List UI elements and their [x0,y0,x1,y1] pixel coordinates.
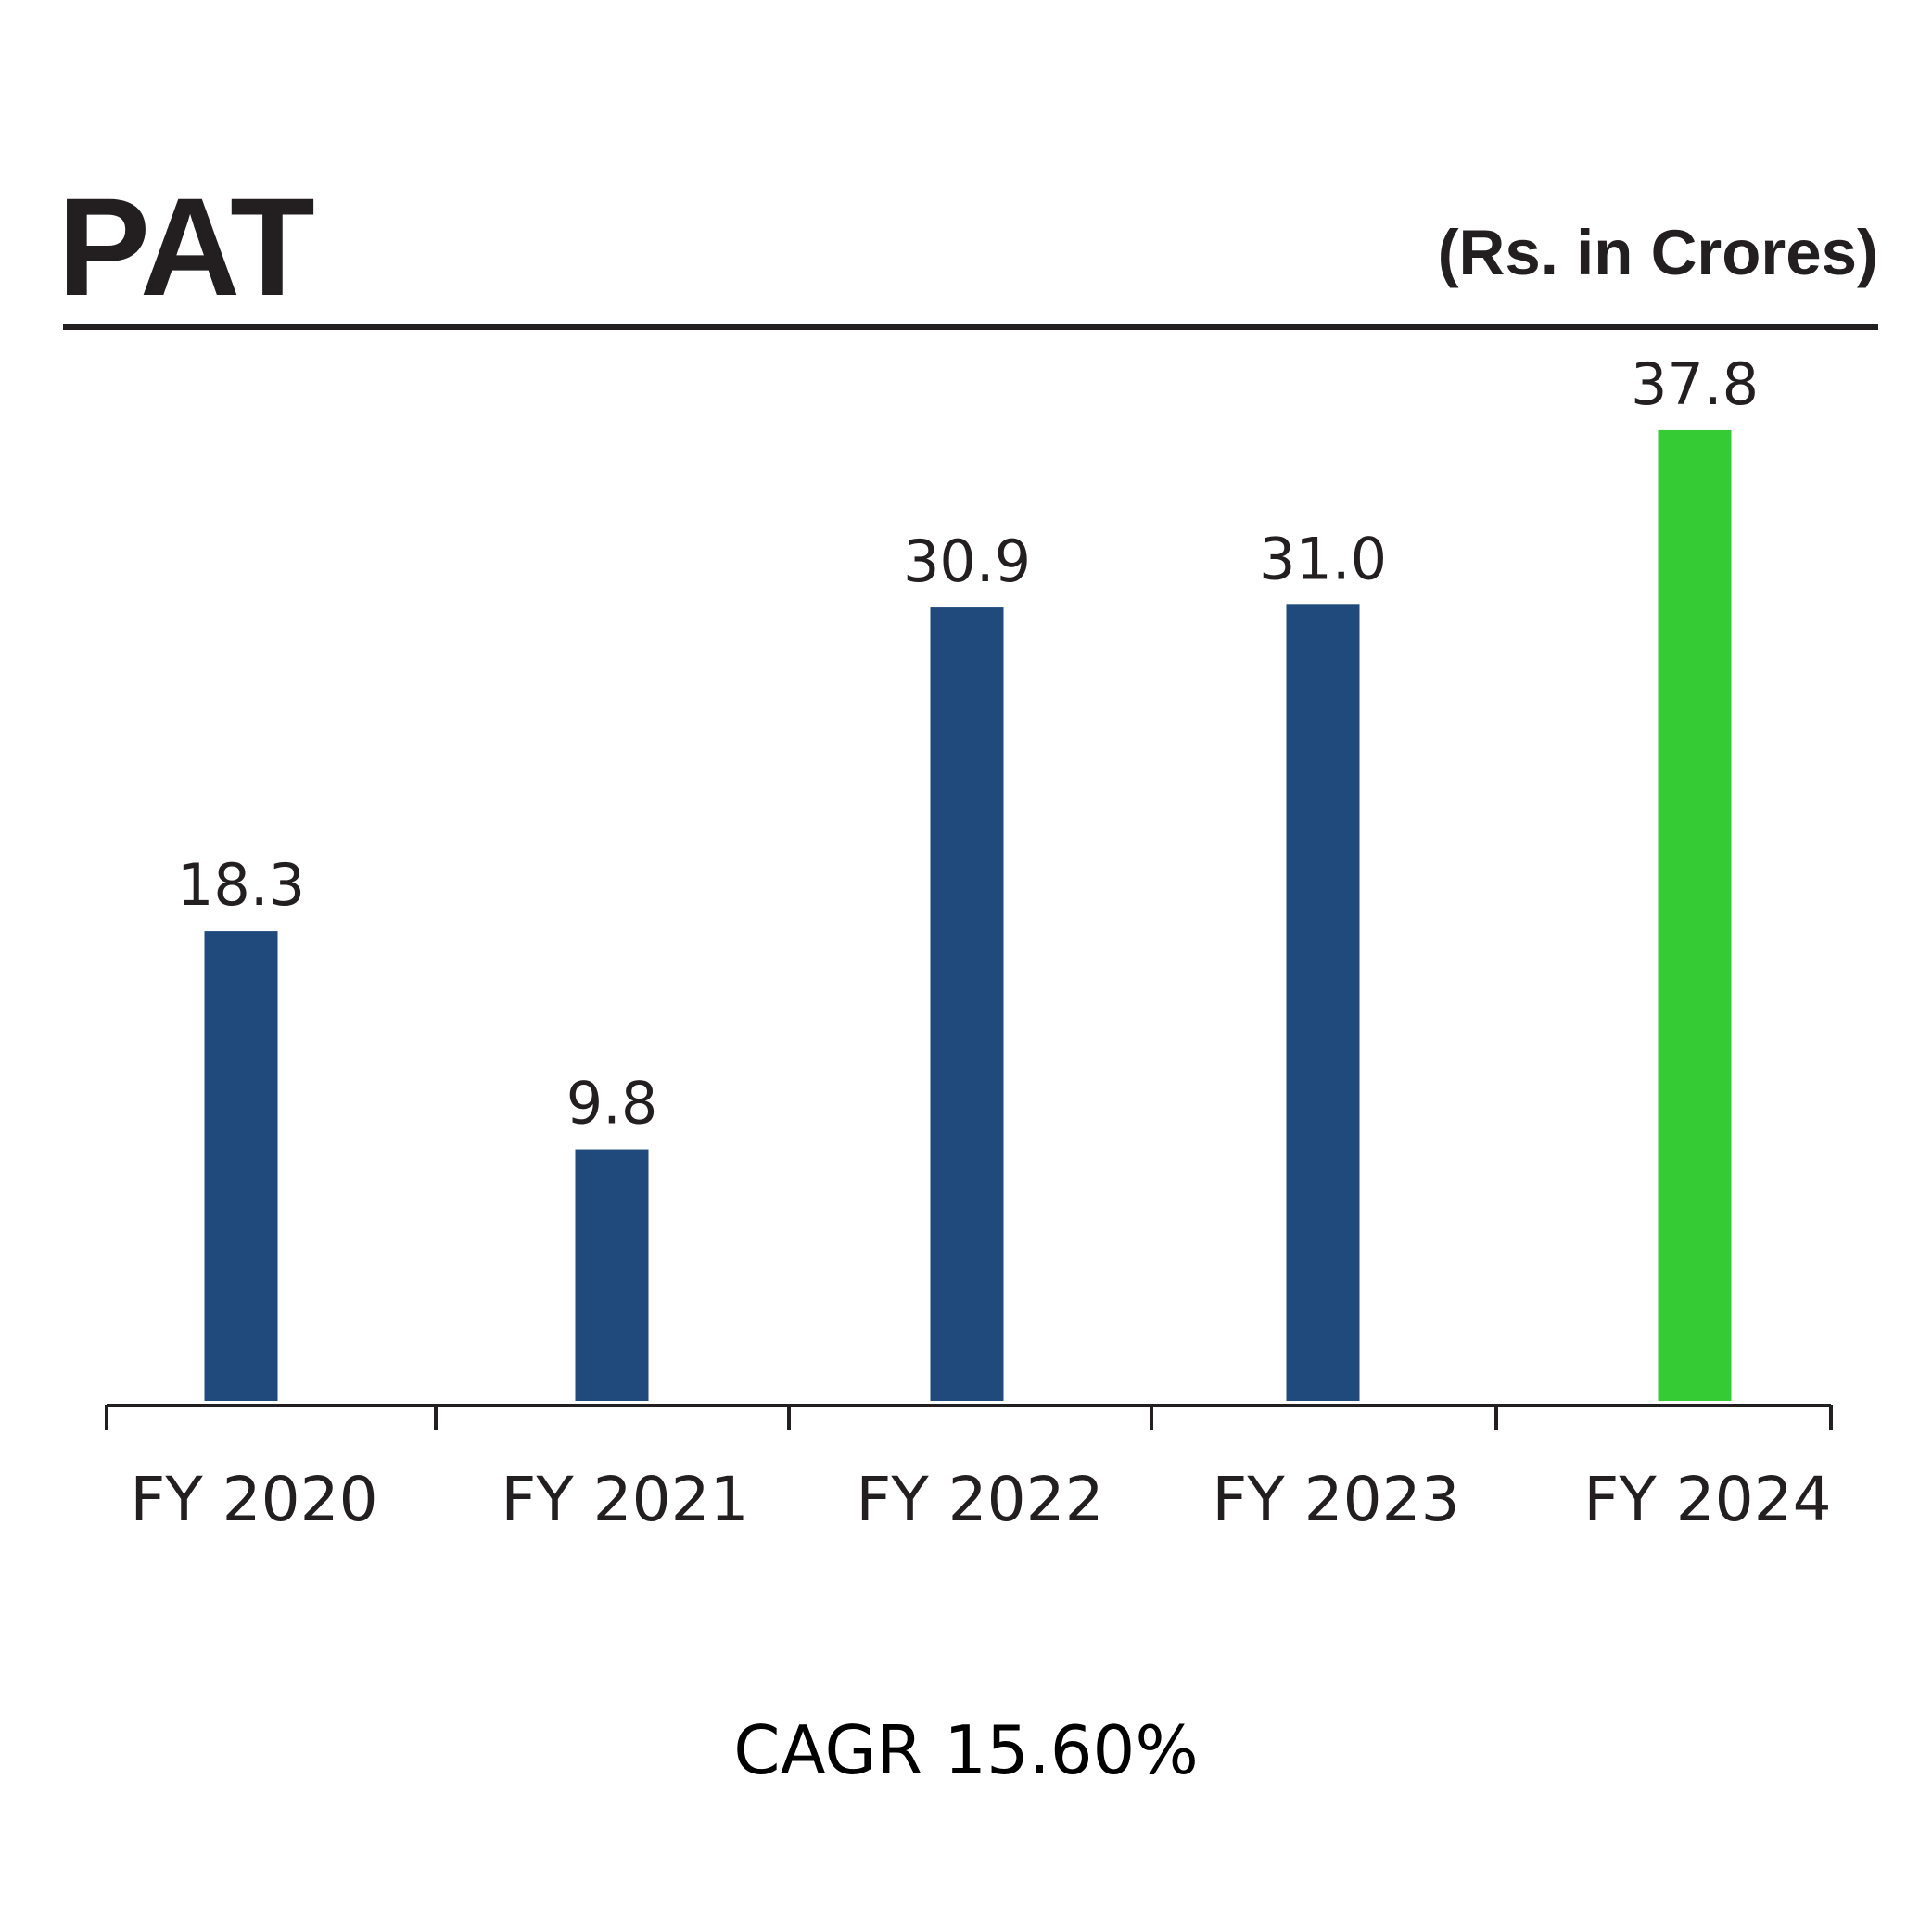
category-label: FY 2021 [501,1464,748,1535]
value-label: 37.8 [1631,350,1759,418]
unit-label: (Rs. in Crores) [1438,217,1878,288]
category-label: FY 2024 [1583,1464,1831,1535]
value-label: 31.0 [1259,525,1387,592]
value-label: 18.3 [177,851,305,919]
cagr-label: CAGR 15.60% [733,1711,1199,1789]
value-label: 30.9 [903,527,1031,595]
category-label: FY 2023 [1212,1464,1459,1535]
value-label: 9.8 [566,1070,658,1138]
category-label: FY 2022 [856,1464,1103,1535]
bar-fy-2022 [930,607,1004,1401]
chart-title: PAT [57,169,315,324]
category-labels-layer: FY 2020 FY 2021 FY 2022 FY 2023 FY 2024 [130,1464,1831,1535]
bar-fy-2021 [575,1149,649,1401]
bar-fy-2023 [1286,604,1360,1401]
category-label: FY 2020 [130,1464,377,1535]
bars-layer [204,429,1732,1402]
bar-fy-2024 [1658,429,1732,1402]
value-labels-layer: 18.3 9.8 30.9 31.0 37.8 [177,350,1759,1138]
x-axis-ticks [105,1405,1833,1430]
bar-fy-2020 [204,931,278,1401]
